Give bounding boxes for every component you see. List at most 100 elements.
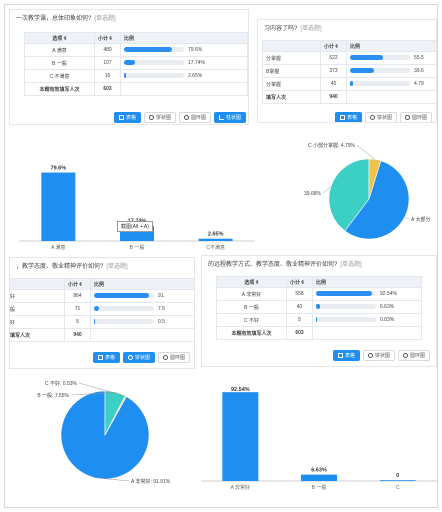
pie-view-button[interactable]: 饼状图: [122, 352, 155, 363]
pie-view-button[interactable]: 饼状图: [362, 350, 395, 361]
pie-view-button[interactable]: 饼状图: [364, 112, 397, 122]
table-row: B掌握 373 39.6: [262, 64, 436, 78]
question-title: ，教学态度、敬业精神评价如何? [单选题]: [10, 258, 194, 276]
button-label: 圆环图: [169, 355, 185, 361]
button-label: 柱状图: [225, 115, 241, 121]
x-tick-label: A 满意: [51, 244, 65, 251]
bar[interactable]: [301, 474, 337, 481]
ring-view-button[interactable]: 圆环图: [397, 350, 430, 361]
survey-panel-4: 的远程教学方式、教学态度、敬业精神评价如何? [单选题] 选项 ¢ 小计 ¢ 比例…: [201, 255, 437, 367]
bar[interactable]: [222, 392, 259, 481]
row-option: B 一般: [24, 56, 95, 70]
header-option: [10, 278, 65, 290]
total-count: 603: [94, 82, 121, 96]
table-row: 般 71 7.5: [10, 302, 194, 316]
total-count: 940: [320, 90, 347, 104]
ring-view-button[interactable]: 圆环图: [157, 352, 190, 363]
row-percent: 55.5: [414, 54, 424, 61]
percent-bar: [124, 73, 184, 79]
table-icon: [118, 115, 124, 120]
table-row: A 非常好 558 92.54%: [216, 287, 422, 301]
header-count[interactable]: 小计 ¢: [320, 40, 347, 52]
button-label: 圆环图: [190, 115, 206, 121]
bar[interactable]: [379, 480, 416, 481]
row-percent: 17.74%: [188, 59, 205, 66]
table-icon: [337, 353, 343, 358]
header-count[interactable]: 小计 ¢: [64, 278, 91, 290]
button-label: 表格: [346, 115, 357, 121]
table-view-button[interactable]: 表格: [92, 352, 120, 363]
bar-chart-panel-1: 79.6%A 满意17.74%B 一般2.65%C不满意 截图(Alt + A): [9, 133, 255, 251]
slice-label: C 小部分掌握: 4.79%: [308, 142, 356, 149]
stats-table: 小计 ¢ 比例 分掌握 522 55.5 B掌握 373 39.6 分掌握 45 4.79 …: [262, 40, 436, 104]
row-count: 40: [286, 300, 313, 314]
bar-chart-icon: [218, 115, 224, 120]
row-count: 373: [320, 64, 347, 78]
table-view-button[interactable]: 表格: [334, 112, 362, 122]
question-title-text: ，教学态度、敬业精神评价如何?: [16, 264, 104, 270]
pie-chart-2: A 大部分 39.68% C 小部分掌握: 4.79%: [304, 142, 430, 240]
bar-view-button[interactable]: 柱状图: [213, 112, 246, 123]
row-option: 般: [10, 302, 65, 316]
ring-view-button[interactable]: 圆环图: [178, 112, 211, 123]
row-percent: 0.83%: [380, 316, 395, 323]
survey-panel-1: 一次教学课，总体印象如何? [单选题] 选项 ¢ 小计 ¢ 比例 A 满意 480 7…: [9, 9, 249, 125]
table-header-row: 小计 ¢ 比例: [10, 278, 194, 290]
row-option: A 满意: [24, 43, 95, 57]
percent-bar: [316, 304, 376, 310]
pie-slice[interactable]: [328, 158, 370, 232]
data-label: 79.6%: [51, 166, 67, 172]
table-row: 分掌握 45 4.79: [262, 77, 436, 91]
pie-chart-3: A 非常好: 91.91% B 一般: 7.55% C 不好: 0.53%: [37, 380, 170, 485]
data-label: 92.54%: [231, 387, 250, 393]
row-count: 45: [320, 77, 347, 91]
ring-view-button[interactable]: 圆环图: [399, 112, 432, 122]
question-title: 的远程教学方式、教学态度、敬业精神评价如何? [单选题]: [202, 256, 436, 274]
table-header-row: 小计 ¢ 比例: [262, 40, 436, 52]
percent-bar: [350, 55, 410, 61]
total-label: 本题有效填写人次: [24, 82, 95, 96]
label-leader-line: [93, 477, 130, 482]
stats-table: 小计 ¢ 比例 好 864 91. 般 71 7.5 好 5 0.5 填写人次 940: [10, 278, 194, 342]
header-option[interactable]: 选项 ¢: [216, 276, 287, 288]
label-leader-line: [70, 391, 116, 396]
header-count[interactable]: 小计 ¢: [286, 276, 313, 288]
header-option[interactable]: 选项 ¢: [24, 32, 95, 44]
row-count: 522: [320, 51, 347, 65]
pie-slice[interactable]: [344, 160, 410, 240]
question-title: 习内容了吗? [单选题]: [258, 20, 436, 38]
label-leader-line: [356, 144, 376, 160]
button-label: 表格: [125, 115, 136, 121]
table-view-button[interactable]: 表格: [332, 350, 360, 361]
table-view-button[interactable]: 表格: [113, 112, 141, 123]
table-row: B 一般 40 6.63%: [216, 300, 422, 314]
ring-icon: [162, 355, 168, 360]
x-tick-label: B 一般: [312, 484, 327, 491]
slice-label: 39.68%: [304, 191, 322, 197]
label-leader-line: [78, 382, 126, 397]
x-tick-label: C: [396, 485, 400, 491]
header-count[interactable]: 小计 ¢: [94, 32, 121, 44]
button-label: 饼状图: [155, 115, 171, 121]
pie-icon: [148, 115, 154, 120]
bar[interactable]: [198, 238, 233, 241]
button-label: 圆环图: [411, 115, 427, 121]
row-percent: 0.5: [158, 318, 165, 325]
chart-type-toolbar: 表格 饼状图 圆环图: [330, 350, 430, 362]
bar[interactable]: [41, 172, 76, 241]
pie-icon: [367, 353, 373, 358]
collage-frame: 一次教学课，总体印象如何? [单选题] 选项 ¢ 小计 ¢ 比例 A 满意 480 7…: [4, 4, 438, 508]
percent-bar: [124, 60, 184, 66]
row-percent: 79.6%: [188, 46, 203, 53]
row-option: C 不好: [216, 313, 287, 327]
total-label: 填写人次: [10, 328, 65, 342]
row-percent: 39.6: [414, 67, 424, 74]
chart-type-toolbar: 表格 饼状图 圆环图: [332, 112, 432, 122]
total-count: 603: [286, 326, 313, 340]
row-count: 71: [64, 302, 91, 316]
button-label: 饼状图: [134, 355, 150, 361]
row-option: 好: [10, 289, 65, 303]
pie-slice[interactable]: [368, 158, 382, 200]
total-label: 填写人次: [262, 90, 321, 104]
pie-view-button[interactable]: 饼状图: [143, 112, 176, 123]
